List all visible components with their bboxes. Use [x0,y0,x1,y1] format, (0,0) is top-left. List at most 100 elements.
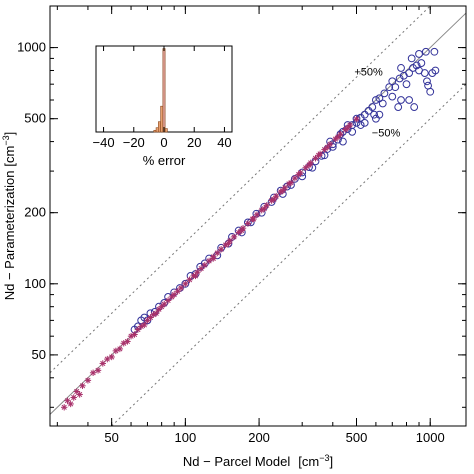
circle-point [181,279,190,288]
circle-point [370,110,379,119]
circle-point [415,50,423,58]
x-tick-label: 500 [346,430,368,445]
y-tick-label: 1000 [17,40,46,55]
circle-point [402,80,411,89]
circle-point [394,103,403,111]
x-axis-label: Nd − Parcel Model [cm−3] [183,453,333,469]
star-point [64,397,71,404]
star-point [334,133,342,141]
star-point [124,338,131,345]
circle-point [397,96,405,104]
reference-line-1 [49,5,431,374]
circle-point [405,69,414,77]
circle-point [224,239,233,248]
circle-point [421,47,430,56]
star-point [89,369,97,376]
inset-ticks: −40 −20 0 20 40 [93,46,232,150]
star-point [273,192,280,200]
star-point [94,367,102,374]
star-point [108,353,115,361]
star-point [238,227,245,234]
star-point [344,124,351,131]
circle-point [388,92,397,101]
inset-tick-label: 40 [217,135,231,150]
star-point [214,249,221,257]
circle-point [378,99,387,108]
star-point [226,237,234,245]
star-point [186,276,193,283]
star-point [76,391,83,398]
reference-annotation: +50% [354,67,383,79]
star-point [116,345,124,353]
star-point [324,144,331,151]
star-point [263,202,270,209]
circle-point [395,74,404,83]
star-point [79,382,86,389]
circle-point [368,103,377,111]
star-point [131,331,138,338]
star-point [225,240,232,247]
star-point [295,171,302,178]
histogram-bar [155,127,159,133]
star-point [279,187,287,194]
y-tick-label: 500 [24,111,46,126]
inset-x-axis-label: % error [143,153,186,168]
star-point [302,164,309,171]
data-points [60,47,440,411]
circle-point [371,114,380,123]
star-point [141,321,148,329]
star-point [315,152,322,159]
inset-histogram: −40 −20 0 20 40 % error [93,45,233,168]
circle-point [407,54,416,63]
circle-point [380,89,389,98]
star-point [161,300,168,308]
x-tick-label: 50 [104,430,118,445]
star-point [182,280,189,287]
circle-point [385,83,394,92]
inset-tick-label: 20 [187,135,201,150]
circle-point [252,209,261,218]
circle-point [339,137,347,146]
circle-point [391,83,400,92]
star-point [174,288,181,295]
star-point [230,233,238,241]
star-point [217,246,225,253]
inset-tick-label: −40 [93,135,115,150]
inset-tick-label: 0 [160,135,167,150]
x-tick-label: 200 [248,430,270,445]
circle-point [412,61,421,70]
star-point [99,360,106,367]
histogram-bar [164,128,168,133]
star-point [253,211,261,218]
circle-point [423,77,431,86]
x-tick-label: 1000 [416,430,445,445]
star-point [201,261,208,269]
circle-point [405,96,414,104]
reference-annotation: −50% [372,128,401,140]
circle-point [420,69,429,77]
plot-frame [49,5,467,427]
y-axis-label: Nd − Parameterization[cm−3] [1,132,17,301]
circle-point [424,81,432,90]
circle-point [348,127,357,136]
star-point [312,155,319,162]
y-tick-label: 100 [24,276,46,291]
circle-point [356,121,365,129]
star-point [210,255,217,262]
star-point [67,400,74,408]
inset-tick-label: −20 [123,135,145,150]
star-point [60,404,68,411]
circle-point [360,118,369,127]
star-point [287,179,295,186]
star-point [261,205,268,212]
star-point [291,174,299,182]
star-point [353,115,360,123]
star-point [250,215,257,223]
star-point [244,220,252,227]
x-tick-label: 100 [175,430,197,445]
star-point [152,310,160,317]
circle-point [430,47,439,56]
